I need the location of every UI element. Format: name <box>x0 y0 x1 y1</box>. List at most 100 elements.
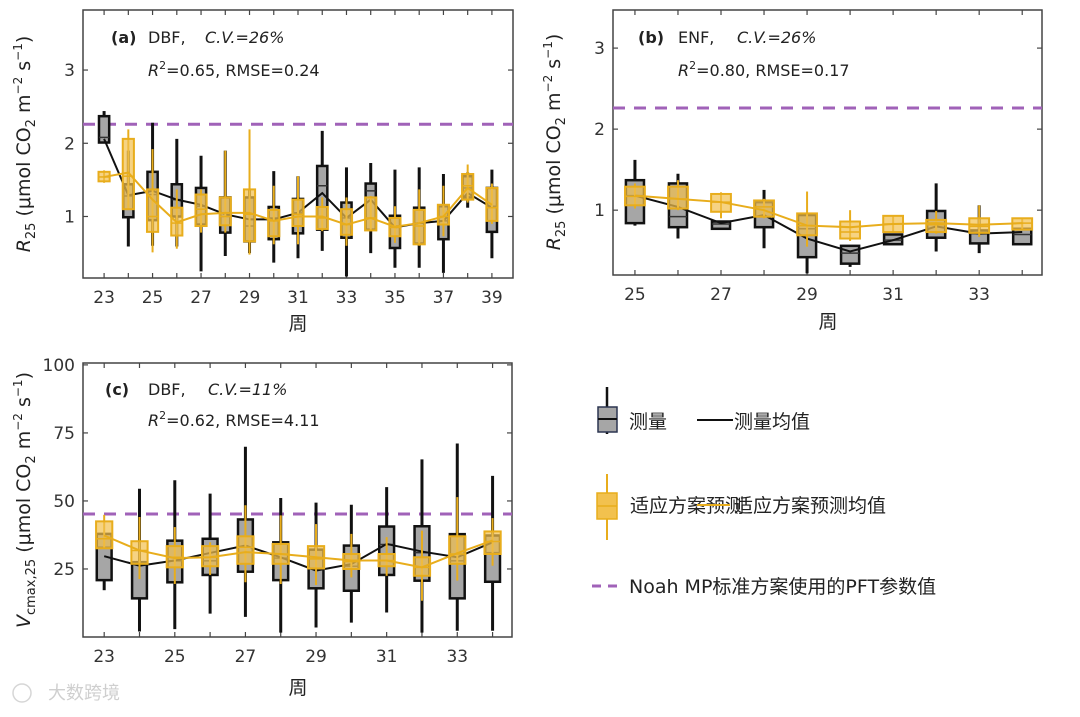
y-label-close: ) <box>13 372 35 379</box>
predicted-box-body <box>339 208 354 236</box>
y-tick-label: 2 <box>64 134 75 154</box>
x-tick-label: 27 <box>710 285 732 305</box>
fit-stats-values: =0.80, RMSE=0.17 <box>696 61 849 80</box>
legend-predicted-mean-label: 适应方案预测均值 <box>734 495 886 517</box>
y-label-m: m <box>13 94 35 119</box>
y-label-sub: 25 <box>24 223 39 240</box>
axes-frame <box>612 9 1043 276</box>
predicted-box-body <box>412 208 426 246</box>
cv-label: C.V.=26% <box>205 28 284 47</box>
r2-symbol: R <box>148 411 159 430</box>
x-axis-label: 周 <box>288 677 307 699</box>
x-tick-label: 29 <box>239 288 261 308</box>
measured-box <box>315 130 329 251</box>
y-label-s-sup: −1 <box>11 43 25 61</box>
legend-predicted-label: 适应方案预测 <box>630 495 744 517</box>
measured-box-body <box>1011 227 1033 246</box>
predicted-box-body <box>436 203 451 226</box>
x-tick-label: 31 <box>882 285 904 305</box>
fit-stats: R2=0.65, RMSE=0.24 <box>148 59 320 80</box>
r2-superscript: 2 <box>689 59 696 72</box>
r2-superscript: 2 <box>159 409 166 422</box>
predicted-box <box>291 176 305 245</box>
x-tick-label: 31 <box>376 647 398 667</box>
predicted-mean-line <box>103 171 493 228</box>
panel-label: (a) <box>111 28 136 47</box>
watermark-logo-icon <box>12 683 32 703</box>
y-tick-label: 75 <box>53 424 75 444</box>
measured-box <box>1011 227 1033 246</box>
predicted-box-body <box>925 218 948 234</box>
y-tick-label: 2 <box>594 120 605 140</box>
legend-pft-label: Noah MP标准方案使用的PFT参数值 <box>629 576 936 598</box>
predicted-box <box>448 497 467 581</box>
x-tick-label: 29 <box>796 285 818 305</box>
y-axis-label: R25 (μmol CO2 m−2 s−1) <box>11 36 39 253</box>
predicted-box <box>121 129 135 211</box>
measured-box-body <box>97 114 111 144</box>
measured-box <box>97 111 111 144</box>
r2-symbol: R <box>678 61 689 80</box>
x-tick-label: 27 <box>190 288 212 308</box>
watermark: 大数跨境 <box>48 683 120 704</box>
y-axis-label: Vcmax,25 (μmol CO2 m−2 s−1) <box>11 372 39 628</box>
predicted-box-body <box>95 520 114 550</box>
fit-stats: R2=0.80, RMSE=0.17 <box>678 59 850 80</box>
legend: 测量 测量均值 适应方案预测 适应方案预测均值 Noah MP标准方案使用的PF… <box>592 387 936 598</box>
predicted-mean-line <box>634 194 1023 229</box>
y-tick-label: 1 <box>64 207 75 227</box>
fit-stats-values: =0.62, RMSE=4.11 <box>166 411 319 430</box>
y-label-unit-sub: 2 <box>24 119 39 127</box>
x-tick-label: 35 <box>384 288 406 308</box>
y-label-unit: (μmol CO <box>13 464 35 559</box>
y-label-unit: (μmol CO <box>543 125 565 220</box>
x-axis-label: 周 <box>288 313 307 335</box>
y-label-close: ) <box>543 34 565 41</box>
y-label-unit: (μmol CO <box>13 127 35 222</box>
predicted-box <box>412 189 426 246</box>
x-tick-label: 25 <box>142 288 164 308</box>
x-tick-label: 33 <box>446 647 468 667</box>
legend-measured-box-icon <box>597 387 618 434</box>
x-tick-label: 31 <box>287 288 309 308</box>
measured-box-body <box>839 244 861 265</box>
y-label-s: s <box>13 61 35 77</box>
y-tick-label: 3 <box>64 61 75 81</box>
predicted-box-body <box>448 535 467 565</box>
predicted-box-body <box>267 208 281 238</box>
r2-superscript: 2 <box>159 59 166 72</box>
x-tick-label: 29 <box>305 647 327 667</box>
x-tick-label: 25 <box>624 285 646 305</box>
y-label-m-sup: −2 <box>11 77 25 95</box>
predicted-box-body <box>236 535 255 565</box>
r2-symbol: R <box>148 61 159 80</box>
y-tick-label: 1 <box>594 201 605 221</box>
predicted-box-body <box>145 188 160 233</box>
axes-frame <box>82 362 513 638</box>
y-label-var: R <box>13 239 35 252</box>
y-label-unit-sub: 2 <box>554 117 569 125</box>
y-label-sub: cmax,25 <box>24 559 39 615</box>
x-tick-label: 37 <box>433 288 455 308</box>
pft-type-label: DBF, <box>148 380 186 399</box>
predicted-box-body <box>796 212 818 237</box>
predicted-box <box>218 150 232 233</box>
x-tick-label: 23 <box>93 647 115 667</box>
y-label-m-sup: −2 <box>11 413 25 431</box>
predicted-box-body <box>218 196 232 227</box>
predicted-box <box>236 505 255 583</box>
y-label-m: m <box>543 92 565 117</box>
cv-label: C.V.=26% <box>737 28 816 47</box>
y-label-s: s <box>13 397 35 413</box>
x-tick-label: 23 <box>93 288 115 308</box>
y-label-var: R <box>543 237 565 250</box>
y-label-m: m <box>13 431 35 456</box>
measured-mean-line <box>634 194 1023 253</box>
x-tick-label: 33 <box>336 288 358 308</box>
y-tick-label: 3 <box>594 39 605 59</box>
predicted-box <box>796 191 818 247</box>
predicted-mean-line <box>103 534 493 569</box>
